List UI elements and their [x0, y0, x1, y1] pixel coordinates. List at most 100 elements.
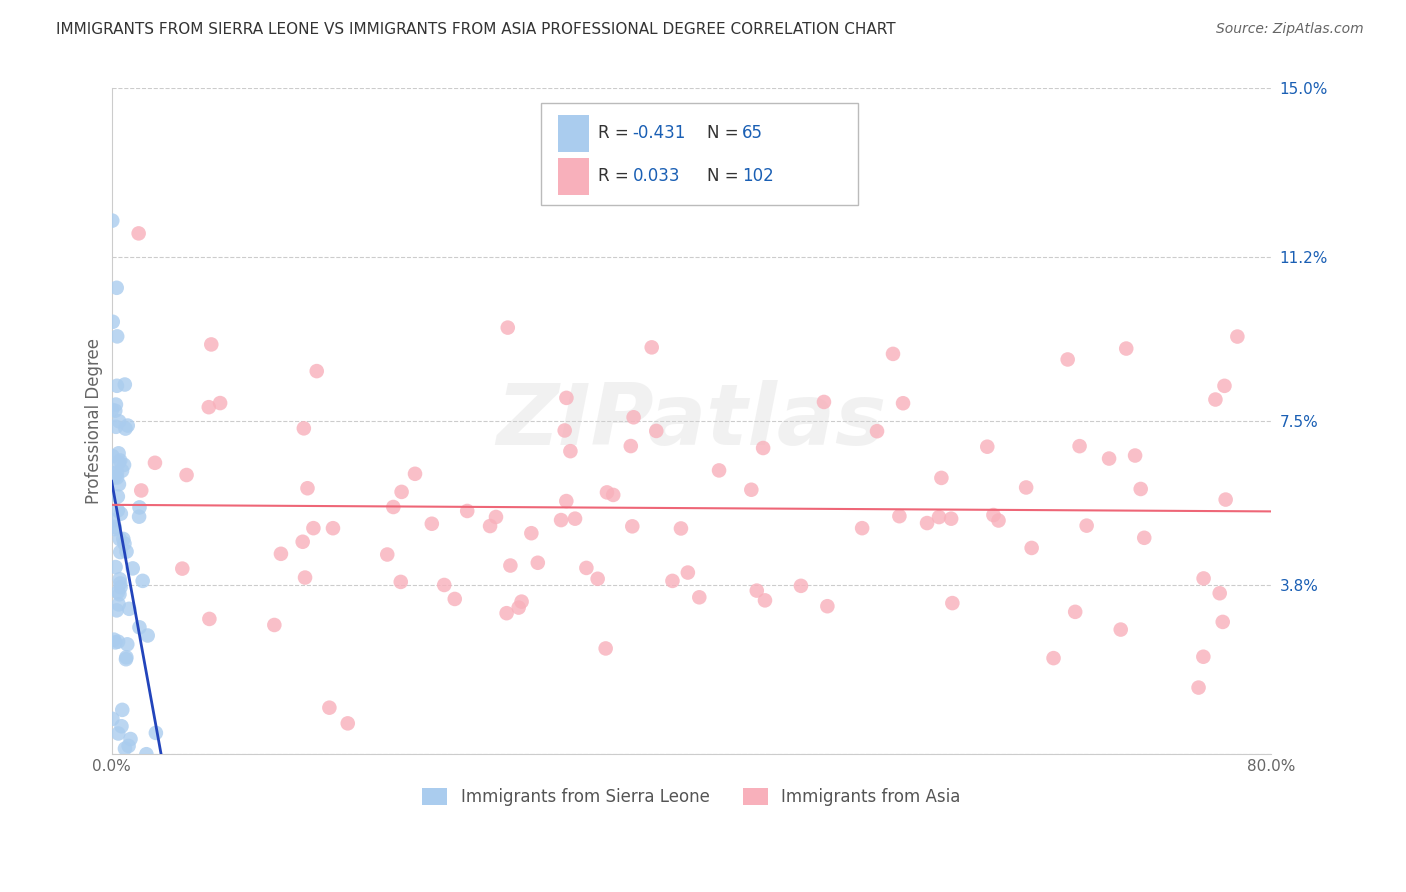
Point: [645, 424, 668, 438]
Point: [433, 578, 456, 592]
Point: [114, 536, 136, 550]
Point: [103, 513, 125, 527]
Point: [1021, 541, 1043, 555]
Point: [105, 603, 128, 617]
Point: [112, 532, 135, 546]
Point: [128, 620, 150, 634]
Point: [813, 395, 835, 409]
Point: [669, 521, 692, 535]
Point: [479, 519, 502, 533]
Point: [107, 456, 129, 470]
Point: [641, 340, 664, 354]
Point: [983, 508, 1005, 522]
Point: [112, 458, 135, 472]
Point: [389, 574, 412, 589]
Point: [707, 463, 730, 477]
Point: [103, 470, 125, 484]
Point: [294, 570, 316, 584]
Point: [101, 449, 124, 463]
Point: [882, 347, 904, 361]
Point: [117, 418, 139, 433]
Point: [305, 364, 328, 378]
Text: N =: N =: [707, 168, 744, 186]
Point: [110, 507, 132, 521]
Legend: Immigrants from Sierra Leone, Immigrants from Asia: Immigrants from Sierra Leone, Immigrants…: [416, 781, 967, 813]
Point: [1098, 451, 1121, 466]
Point: [931, 471, 953, 485]
Point: [555, 494, 578, 508]
Point: [100, 467, 122, 481]
Text: R =: R =: [598, 168, 634, 186]
Point: [526, 556, 548, 570]
Point: [110, 580, 132, 594]
Point: [108, 532, 131, 546]
Point: [118, 602, 141, 616]
Point: [1192, 649, 1215, 664]
Point: [976, 440, 998, 454]
Point: [815, 599, 838, 614]
Point: [1109, 623, 1132, 637]
Point: [1204, 392, 1226, 407]
Point: [105, 465, 128, 479]
Point: [176, 468, 198, 483]
Point: [443, 591, 465, 606]
Point: [115, 652, 138, 666]
Point: [117, 739, 139, 753]
Text: IMMIGRANTS FROM SIERRA LEONE VS IMMIGRANTS FROM ASIA PROFESSIONAL DEGREE CORRELA: IMMIGRANTS FROM SIERRA LEONE VS IMMIGRAN…: [56, 22, 896, 37]
Point: [754, 593, 776, 607]
Text: R =: R =: [598, 124, 634, 143]
Point: [1192, 571, 1215, 585]
Point: [939, 511, 962, 525]
Point: [107, 598, 129, 612]
Point: [508, 600, 530, 615]
Point: [115, 544, 138, 558]
Point: [1115, 342, 1137, 356]
Point: [1213, 379, 1236, 393]
Text: Source: ZipAtlas.com: Source: ZipAtlas.com: [1216, 22, 1364, 37]
Point: [740, 483, 762, 497]
Point: [292, 421, 315, 435]
Point: [1187, 681, 1209, 695]
Point: [495, 606, 517, 620]
Point: [555, 391, 578, 405]
Point: [101, 712, 124, 726]
Point: [456, 504, 478, 518]
Point: [520, 526, 543, 541]
Point: [623, 410, 645, 425]
Point: [1226, 329, 1249, 343]
Point: [110, 453, 132, 467]
Point: [103, 632, 125, 647]
Point: [111, 703, 134, 717]
Point: [745, 583, 768, 598]
Point: [752, 441, 775, 455]
Point: [107, 726, 129, 740]
Text: ZIPatlas: ZIPatlas: [496, 380, 886, 463]
Point: [108, 572, 131, 586]
Point: [651, 147, 673, 161]
Point: [172, 561, 194, 575]
Point: [111, 464, 134, 478]
Point: [575, 561, 598, 575]
Point: [318, 700, 340, 714]
Point: [1069, 439, 1091, 453]
Point: [554, 424, 576, 438]
Point: [108, 414, 131, 428]
Text: -0.431: -0.431: [633, 124, 686, 143]
Text: 65: 65: [742, 124, 763, 143]
Point: [135, 747, 157, 762]
Point: [107, 585, 129, 599]
Point: [1064, 605, 1087, 619]
Point: [291, 534, 314, 549]
Point: [688, 591, 710, 605]
Text: N =: N =: [707, 124, 744, 143]
Point: [128, 500, 150, 515]
Point: [104, 560, 127, 574]
Point: [621, 519, 644, 533]
Point: [101, 315, 124, 329]
Point: [263, 618, 285, 632]
Point: [198, 612, 221, 626]
Point: [382, 500, 405, 514]
Point: [101, 213, 124, 227]
Point: [596, 485, 619, 500]
Point: [143, 456, 166, 470]
